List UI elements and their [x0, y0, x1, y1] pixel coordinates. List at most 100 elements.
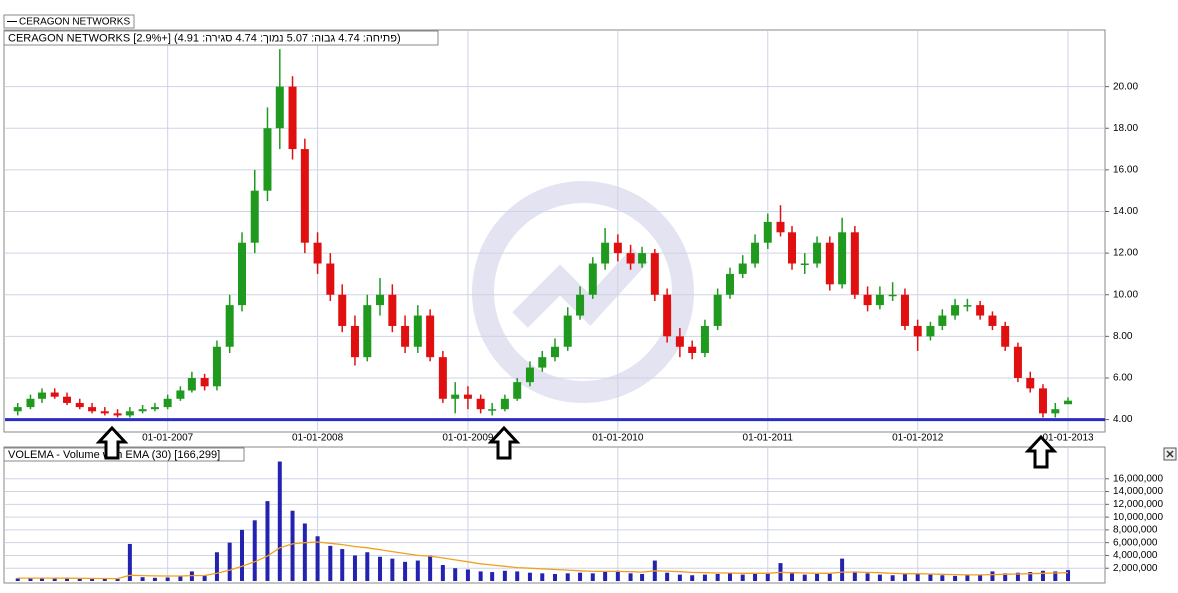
volume-bar [665, 572, 670, 581]
volume-bar [1003, 573, 1008, 581]
volume-bar [77, 578, 82, 581]
price-layer: 4.00 6.00 8.00 10.00 12.00 14.00 16.00 18.00 20.… [5, 31, 1138, 444]
candle-body [538, 357, 547, 368]
volume-bar [765, 572, 770, 581]
x-tick-label: 01-01-2011 [743, 433, 794, 444]
candle-body [338, 294, 347, 326]
candle-body [225, 305, 234, 347]
volume-bar [465, 569, 470, 581]
candle-body [275, 86, 284, 129]
volume-bar [628, 573, 633, 581]
volume-bar [39, 577, 44, 581]
volume-bar [302, 523, 307, 581]
candle-body [88, 407, 97, 412]
y-tick-label: 20.00 [1113, 81, 1138, 92]
volume-bar [1066, 570, 1071, 581]
y-tick-label: 14.00 [1113, 206, 1138, 217]
volume-bar [140, 577, 145, 581]
volume-bar [178, 575, 183, 581]
volume-bar [852, 571, 857, 581]
ema-line [17, 541, 1069, 580]
candle-body [588, 263, 597, 295]
candle-body [350, 325, 359, 358]
chart-title: CERAGON NETWORKS [2.9%+] (פתיחה: 4.74 גב… [8, 32, 401, 44]
y-tick-label: 18.00 [1113, 123, 1138, 134]
x-tick-label: 01-01-2008 [292, 433, 344, 444]
volume-bar [152, 577, 157, 581]
y-tick-label: 16.00 [1113, 165, 1138, 176]
volume-bar [378, 556, 383, 581]
volume-bar [127, 543, 132, 581]
candle-body [313, 242, 322, 264]
candle-body [626, 253, 635, 264]
candle-body [1026, 377, 1035, 389]
candle-body [388, 294, 397, 326]
candle-body [50, 392, 59, 397]
volume-bar [102, 578, 107, 581]
y-tick-label: 12.00 [1113, 248, 1138, 259]
volume-header-box [3, 447, 245, 462]
y-tick-label: 10.00 [1113, 289, 1138, 300]
volume-bar [590, 573, 595, 581]
candle-body [926, 325, 935, 337]
candle-body [788, 232, 797, 264]
y-tick-label: 6.00 [1113, 373, 1133, 384]
volume-bar [428, 555, 433, 581]
volume-bar [890, 575, 895, 581]
volume-panel [3, 446, 1106, 584]
candle-body [638, 253, 647, 264]
candle-body [1001, 325, 1010, 347]
candle-body [751, 242, 760, 264]
volume-bar [165, 577, 170, 581]
candle-body [776, 221, 785, 233]
volume-bar [290, 510, 295, 581]
candle-body [850, 232, 859, 295]
candle-body [26, 398, 35, 408]
candle-body [463, 394, 472, 399]
volume-bar [902, 573, 907, 581]
volume-bar [352, 555, 357, 581]
candle-body [138, 409, 147, 412]
volume-bar [502, 570, 507, 581]
volume-bar [827, 573, 832, 581]
candle-body [938, 315, 947, 326]
candle-body [988, 315, 997, 326]
volume-bar [115, 578, 120, 581]
candle-body [176, 390, 185, 399]
candle-body [725, 273, 734, 295]
legend-box [3, 14, 135, 29]
volume-bar [440, 565, 445, 581]
volume-bar [990, 571, 995, 581]
x-tick-label: 01-01-2010 [592, 433, 644, 444]
volume-bar [953, 575, 958, 581]
volume-bar [390, 558, 395, 581]
candle-body [663, 294, 672, 337]
y-tick-label: 4.00 [1113, 414, 1133, 425]
volume-bar [277, 461, 282, 581]
volume-bar [915, 573, 920, 581]
y-tick-label: 2,000,000 [1113, 563, 1158, 574]
candle-body [688, 346, 697, 353]
candle-body [187, 377, 196, 391]
candle-body [576, 294, 585, 316]
volume-bar [940, 575, 945, 581]
close-button[interactable] [1163, 447, 1177, 461]
volume-bar [802, 574, 807, 581]
header-box [3, 30, 439, 46]
volume-bar [365, 552, 370, 581]
volume-bar [1040, 570, 1045, 581]
volume-bar [403, 561, 408, 581]
volume-bar [527, 572, 532, 581]
candle-body [263, 128, 272, 191]
volume-bar [615, 570, 620, 581]
volume-bar [928, 574, 933, 581]
candle-body [813, 242, 822, 264]
candle-body [363, 305, 372, 358]
y-tick-label: 10,000,000 [1113, 512, 1163, 523]
x-tick-label: 01-01-2012 [892, 433, 944, 444]
candle-body [476, 398, 485, 410]
y-tick-label: 16,000,000 [1113, 473, 1163, 484]
candle-body [300, 149, 309, 243]
volume-bar [865, 573, 870, 581]
